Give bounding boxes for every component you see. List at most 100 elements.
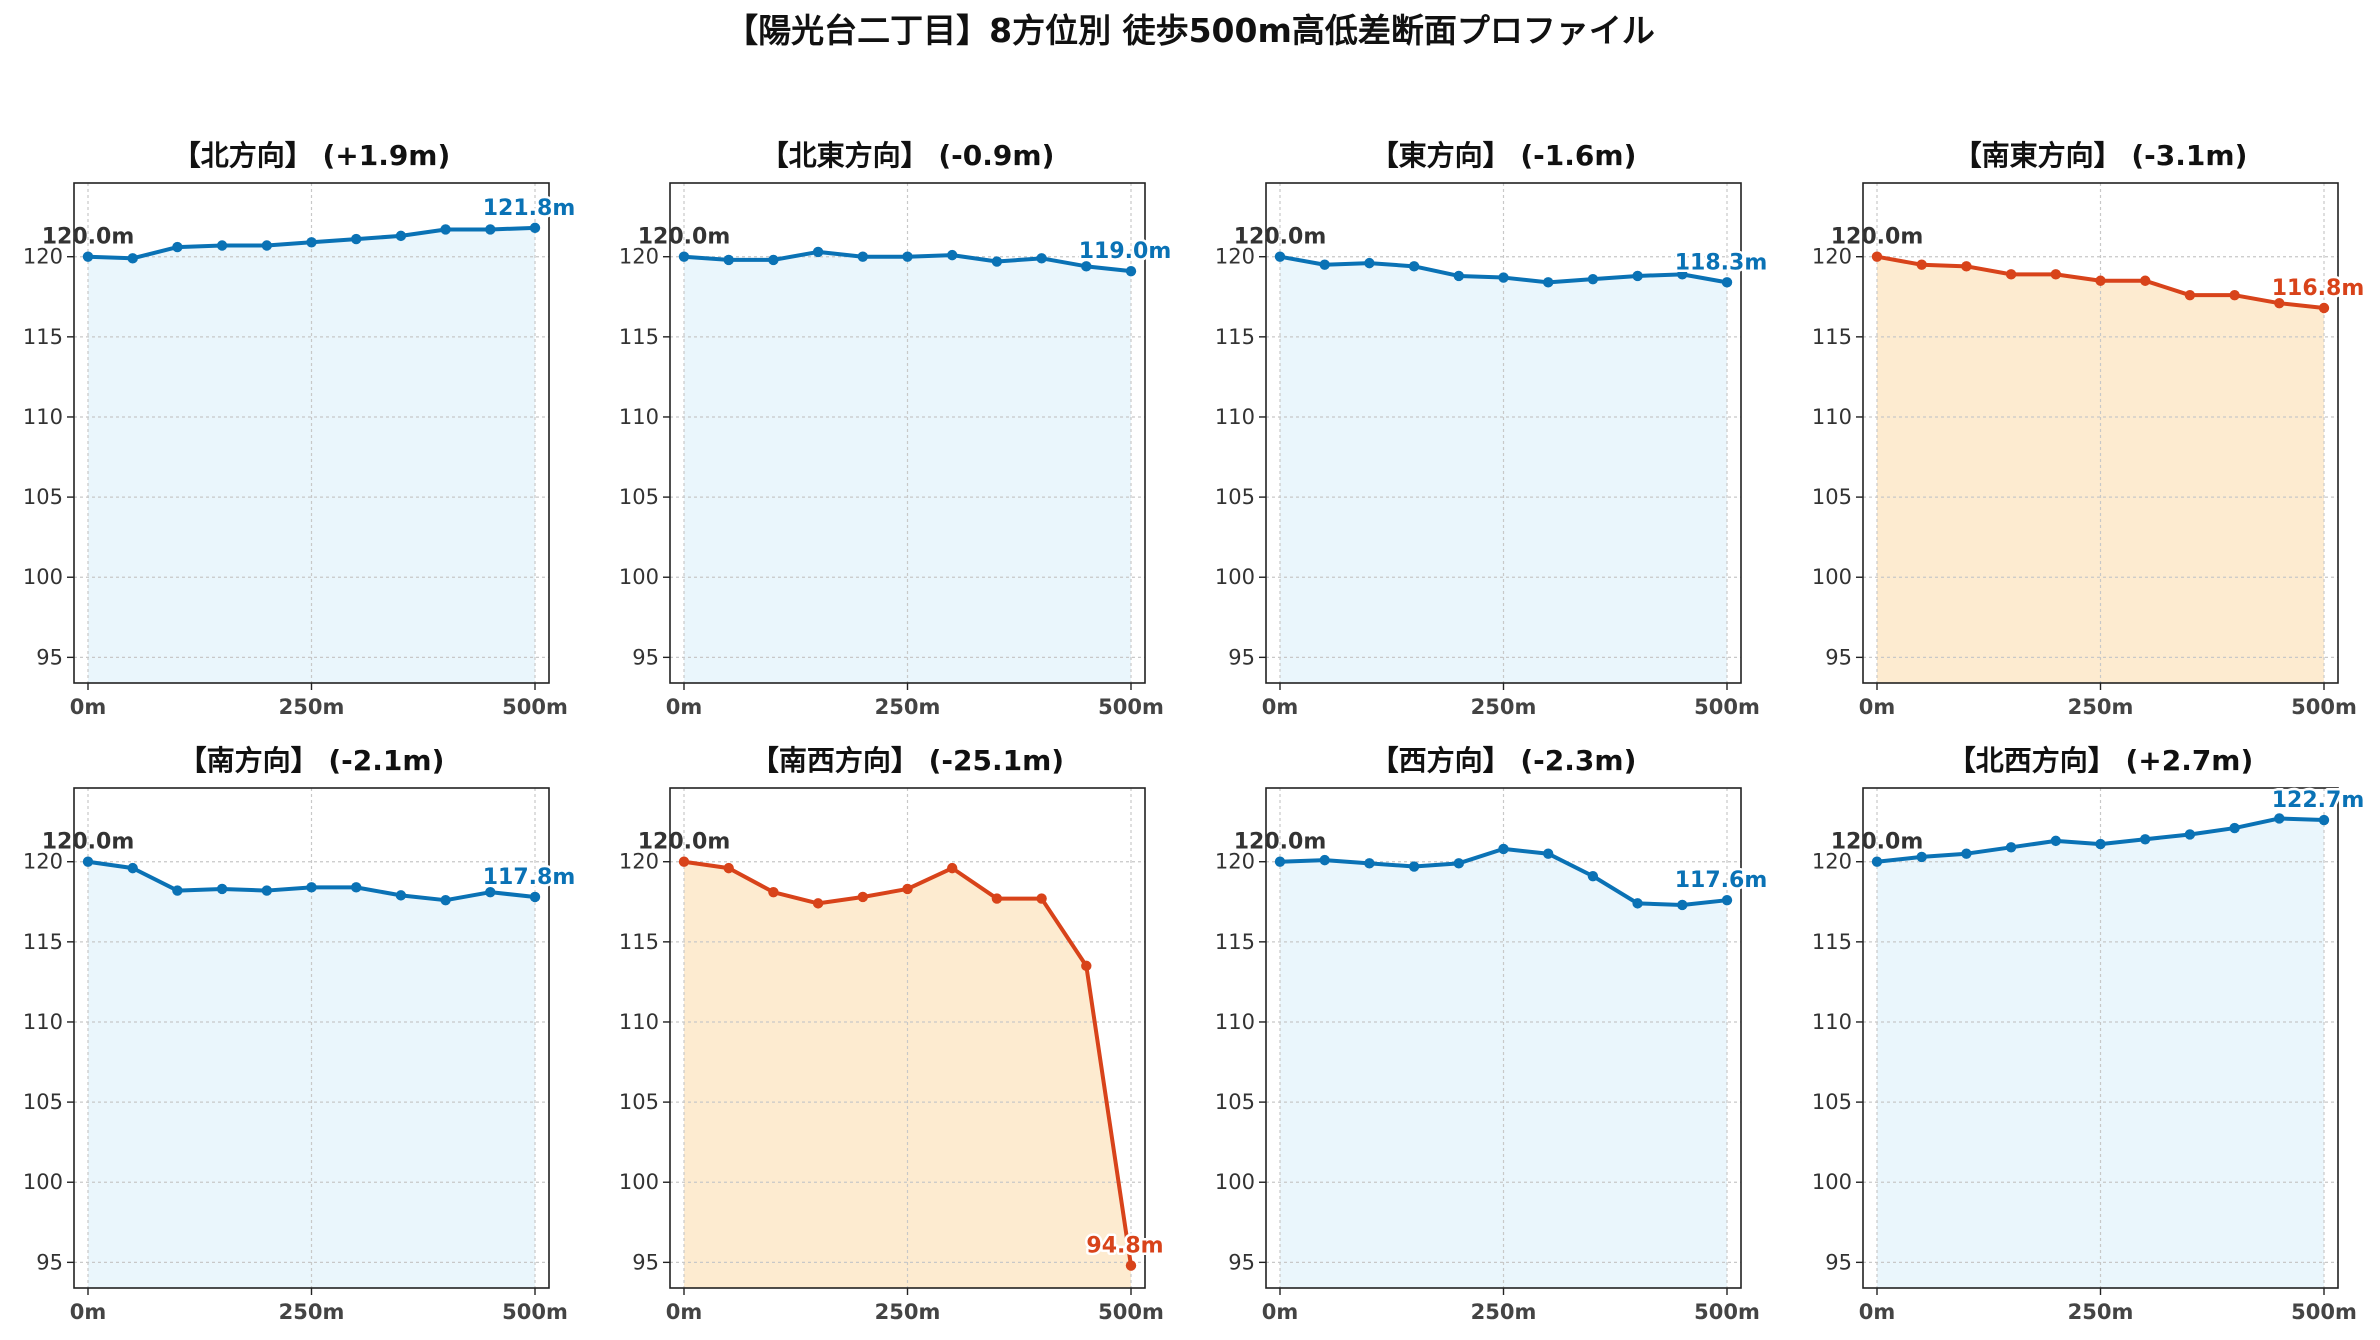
data-point — [902, 883, 913, 895]
data-point — [1871, 856, 1883, 867]
y-tick-label: 115 — [1812, 930, 1852, 954]
x-tick-label: 500m — [2291, 1300, 2357, 1324]
panel-title: 【北方向】 (+1.9m) — [173, 139, 451, 172]
y-tick-label: 100 — [1215, 565, 1255, 589]
panel-north: 【北方向】 (+1.9m) 95 100 105 110 115 120 0m 250m 500m… — [23, 139, 578, 719]
x-tick-label: 500m — [1694, 695, 1760, 719]
data-point — [991, 893, 1003, 904]
y-tick-label: 100 — [1812, 1170, 1852, 1194]
data-point — [82, 856, 94, 867]
y-tick-label: 105 — [1812, 485, 1852, 509]
data-point — [1408, 861, 1420, 872]
y-tick-label: 120 — [1812, 245, 1852, 269]
data-point — [1364, 858, 1375, 869]
data-point — [172, 885, 183, 896]
panel-southeast: 【南東方向】 (-3.1m) 95 100 105 110 115 120 0m 250m 500… — [1812, 139, 2367, 719]
data-point — [2184, 289, 2196, 301]
panel-title: 【南東方向】 (-3.1m) — [1954, 139, 2248, 172]
data-point — [723, 862, 734, 874]
data-point — [172, 241, 183, 253]
y-tick-label: 100 — [1215, 1170, 1255, 1194]
x-tick-label: 500m — [502, 695, 568, 719]
data-point — [2005, 269, 2017, 280]
data-point — [2229, 822, 2240, 834]
data-point — [261, 240, 272, 251]
data-point — [2274, 297, 2285, 309]
data-point — [261, 885, 272, 896]
y-tick-label: 95 — [1228, 1250, 1255, 1274]
y-tick-label: 110 — [619, 1010, 659, 1034]
figure-suptitle: 【陽光台二丁目】8方位別 徒歩500m高低差断面プロファイル — [725, 11, 1655, 50]
start-elevation-label: 120.0m — [42, 830, 135, 855]
data-point — [1081, 261, 1092, 272]
start-elevation-label: 120.0m — [1831, 225, 1924, 250]
data-point — [991, 256, 1003, 267]
elevation-fill — [1877, 256, 2324, 683]
data-point — [1364, 257, 1375, 269]
panel-southwest: 【南西方向】 (-25.1m) 95 100 105 110 115 120 0m 250m 50… — [619, 744, 1166, 1324]
data-point — [2184, 829, 2196, 840]
y-tick-label: 120 — [23, 850, 63, 874]
data-point — [216, 883, 228, 895]
data-point — [812, 246, 824, 258]
y-tick-label: 115 — [619, 325, 659, 349]
end-elevation-label: 122.7m — [2272, 788, 2365, 813]
start-elevation-label: 120.0m — [1234, 830, 1327, 855]
x-tick-label: 0m — [1859, 1300, 1896, 1324]
x-tick-label: 0m — [666, 695, 703, 719]
start-elevation-label: 120.0m — [638, 830, 731, 855]
x-tick-label: 250m — [2068, 695, 2134, 719]
x-tick-label: 0m — [666, 1300, 703, 1324]
y-tick-label: 95 — [1825, 645, 1852, 669]
end-elevation-label: 117.8m — [483, 865, 576, 890]
data-point — [1632, 898, 1643, 909]
x-tick-label: 250m — [875, 695, 941, 719]
data-point — [1453, 270, 1465, 282]
data-point — [1274, 251, 1286, 262]
data-point — [2274, 813, 2285, 824]
start-elevation-label: 120.0m — [1234, 225, 1327, 250]
y-tick-label: 105 — [1215, 485, 1255, 509]
end-elevation-label: 119.0m — [1079, 239, 1172, 264]
x-tick-label: 250m — [2068, 1300, 2134, 1324]
y-tick-label: 95 — [632, 1250, 659, 1274]
data-point — [2050, 269, 2061, 280]
y-tick-label: 95 — [36, 1250, 63, 1274]
data-point — [1587, 273, 1599, 285]
data-point — [2318, 302, 2330, 314]
x-tick-label: 250m — [1471, 695, 1537, 719]
y-tick-label: 110 — [1215, 405, 1255, 429]
panel-south: 【南方向】 (-2.1m) 95 100 105 110 115 120 0m 250m 500m… — [23, 744, 578, 1324]
y-tick-label: 110 — [619, 405, 659, 429]
data-point — [1871, 251, 1883, 262]
data-point — [1453, 858, 1465, 869]
x-tick-label: 0m — [70, 1300, 107, 1324]
data-point — [678, 856, 690, 867]
data-point — [902, 251, 913, 262]
data-point — [485, 224, 496, 235]
y-tick-label: 105 — [619, 485, 659, 509]
data-point — [1587, 870, 1599, 882]
data-point — [2050, 835, 2061, 847]
x-tick-label: 250m — [279, 695, 345, 719]
y-tick-label: 110 — [1215, 1010, 1255, 1034]
y-tick-label: 120 — [1215, 245, 1255, 269]
data-point — [395, 230, 407, 242]
data-point — [768, 886, 779, 898]
data-point — [1677, 269, 1688, 280]
data-point — [1916, 259, 1927, 270]
x-tick-label: 500m — [1098, 695, 1164, 719]
data-point — [1721, 894, 1733, 906]
data-point — [440, 224, 451, 235]
y-tick-label: 120 — [619, 850, 659, 874]
elevation-fill — [1280, 848, 1727, 1288]
x-tick-label: 0m — [1262, 695, 1299, 719]
data-point — [395, 890, 407, 901]
x-tick-label: 0m — [1859, 695, 1896, 719]
data-point — [947, 249, 958, 261]
x-tick-label: 0m — [70, 695, 107, 719]
data-point — [351, 233, 362, 245]
y-tick-label: 115 — [1215, 930, 1255, 954]
y-tick-label: 105 — [23, 1090, 63, 1114]
